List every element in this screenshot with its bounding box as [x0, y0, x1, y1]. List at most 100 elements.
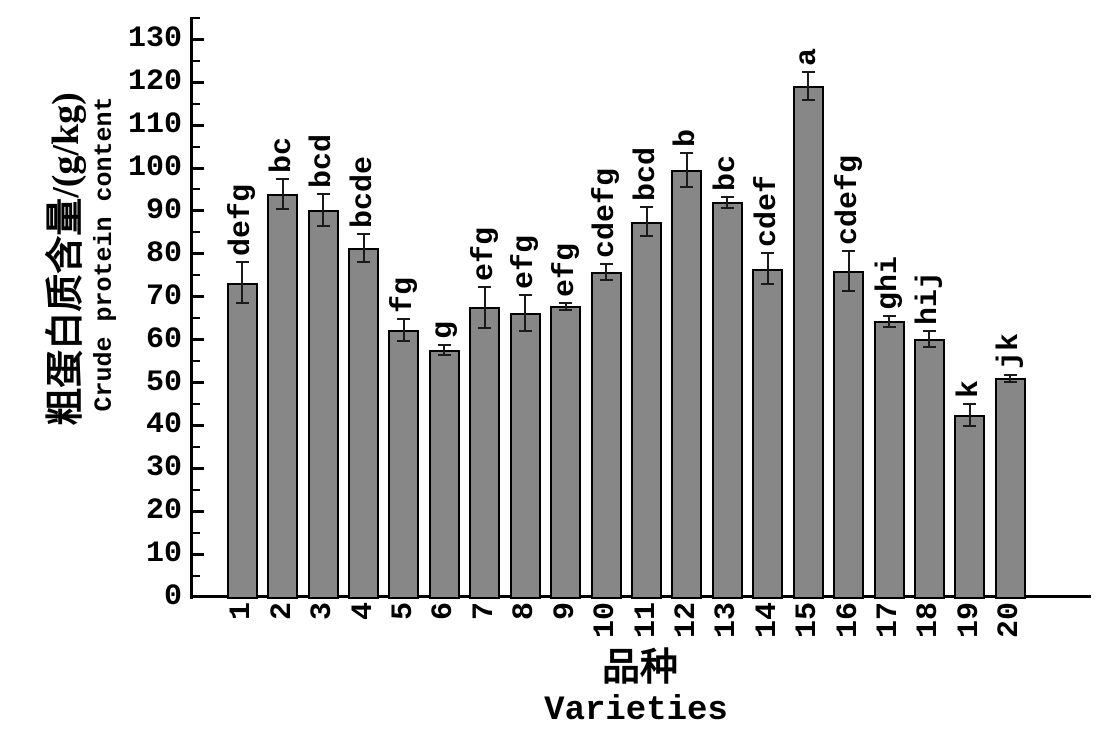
error-bar [888, 315, 891, 327]
error-bar [564, 302, 567, 310]
error-bar [807, 72, 810, 100]
significance-label: cdefg [831, 154, 866, 245]
bar-variety-19 [954, 415, 986, 599]
significance-label: bc [265, 137, 300, 174]
error-bar-bottom-cap [357, 260, 371, 263]
x-tick-label: 3 [306, 602, 341, 621]
error-bar-bottom-cap [276, 208, 290, 211]
error-bar-top-cap [922, 329, 936, 332]
y-tick-label: 20 [145, 494, 182, 529]
error-bar-top-cap [761, 252, 775, 255]
y-axis-minor-tick [193, 274, 200, 277]
x-tick-label: 17 [872, 602, 907, 639]
y-axis-title-zh: 粗蛋白质含量/(g/kg) [45, 92, 87, 426]
significance-label: efg [508, 234, 543, 289]
y-axis-major-tick [193, 123, 204, 127]
error-bar-bottom-cap [478, 326, 492, 329]
y-axis-minor-tick [193, 16, 200, 19]
error-bar [847, 250, 850, 292]
x-tick-label: 5 [386, 602, 421, 621]
error-bar-top-cap [235, 261, 249, 264]
significance-label: bcd [306, 133, 341, 188]
x-tick-label: 16 [831, 602, 866, 639]
error-bar-bottom-cap [963, 424, 977, 427]
y-tick-label: 130 [127, 22, 182, 57]
y-tick-label: 110 [127, 108, 182, 143]
error-bar-bottom-cap [761, 283, 775, 286]
y-axis-major-tick [193, 80, 204, 84]
y-axis-major-tick [193, 37, 204, 41]
bar-variety-20 [994, 378, 1026, 599]
y-axis-minor-tick [193, 102, 200, 105]
error-bar-bottom-cap [1003, 380, 1017, 383]
error-bar [483, 287, 486, 328]
y-axis-major-tick [193, 552, 204, 556]
bar-variety-9 [550, 306, 582, 599]
error-bar-bottom-cap [922, 345, 936, 348]
error-bar [928, 330, 931, 347]
error-bar [766, 253, 769, 285]
x-tick-label: 9 [548, 602, 583, 621]
error-bar-bottom-cap [842, 290, 856, 293]
bar-variety-8 [509, 312, 541, 599]
significance-label: jk [993, 332, 1028, 369]
x-tick-label: 14 [750, 602, 785, 639]
y-tick-label: 0 [163, 580, 182, 614]
bar-variety-15 [792, 86, 824, 599]
x-tick-label: 18 [912, 602, 947, 639]
error-bar-top-cap [599, 262, 613, 265]
y-tick-label: 70 [145, 279, 182, 314]
bar-variety-2 [267, 194, 299, 599]
error-bar-top-cap [316, 192, 330, 195]
y-tick-label: 100 [127, 151, 182, 185]
y-axis-minor-tick [193, 360, 200, 363]
y-axis-major-tick [193, 423, 204, 427]
x-tick-label: 13 [710, 602, 745, 639]
error-bar-bottom-cap [720, 206, 734, 209]
significance-label: cdef [750, 175, 785, 248]
error-bar-bottom-cap [680, 186, 694, 189]
error-bar-top-cap [559, 301, 573, 304]
y-axis-minor-tick [193, 145, 200, 148]
error-bar-top-cap [842, 249, 856, 252]
y-axis-minor-tick [193, 574, 200, 577]
significance-label: a [791, 48, 826, 67]
significance-label: k [952, 380, 987, 399]
significance-label: hij [912, 270, 947, 325]
error-bar-bottom-cap [882, 325, 896, 328]
x-tick-label: 1 [225, 602, 260, 621]
error-bar-top-cap [720, 195, 734, 198]
x-tick-label: 2 [265, 602, 300, 621]
x-axis-title-en: Varieties [544, 692, 728, 730]
y-axis-major-tick [193, 381, 204, 384]
y-tick-label: 80 [145, 236, 182, 271]
bar-variety-5 [388, 330, 420, 599]
error-bar [443, 344, 446, 356]
error-bar-bottom-cap [559, 308, 573, 311]
x-tick-label: 20 [993, 602, 1028, 639]
y-tick-label: 40 [145, 408, 182, 443]
y-axis-minor-tick [193, 188, 200, 191]
y-axis-major-tick [193, 209, 204, 213]
bar-variety-1 [226, 282, 258, 599]
error-bar-bottom-cap [640, 234, 653, 237]
significance-label: efg [467, 227, 502, 282]
y-tick-label: 90 [145, 193, 182, 228]
error-bar-bottom-cap [801, 98, 815, 101]
y-tick-label: 120 [127, 65, 182, 100]
bar-variety-18 [913, 338, 945, 599]
error-bar-top-cap [478, 286, 492, 289]
bar-variety-17 [873, 321, 905, 599]
error-bar [1009, 374, 1012, 382]
error-bar-top-cap [357, 233, 371, 236]
error-bar-top-cap [518, 293, 532, 296]
error-bar-top-cap [437, 343, 451, 346]
y-axis-major-tick [193, 466, 204, 470]
significance-label: efg [548, 242, 583, 297]
significance-label: ghi [872, 255, 907, 310]
y-axis-minor-tick [193, 59, 200, 62]
x-tick-label: 15 [791, 602, 826, 639]
error-bar-bottom-cap [316, 225, 330, 228]
y-tick-label: 60 [145, 322, 182, 357]
